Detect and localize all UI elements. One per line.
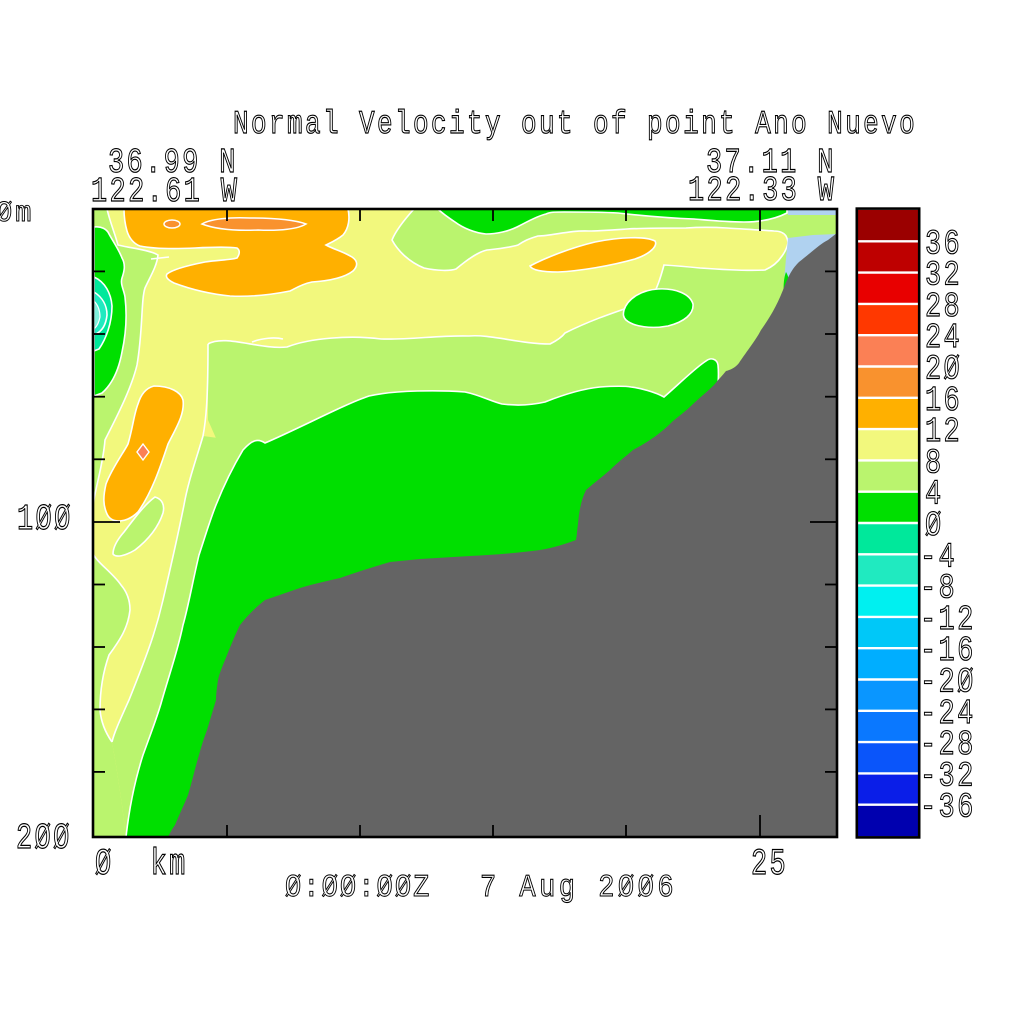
svg-text:-16: -16 <box>920 633 976 672</box>
svg-text:7 Aug 2ØØ6: 7 Aug 2ØØ6 <box>480 871 677 906</box>
svg-text:24: 24 <box>925 320 962 359</box>
svg-text:2Ø: 2Ø <box>925 351 962 390</box>
svg-text:-36: -36 <box>920 789 976 828</box>
svg-text:-4: -4 <box>920 539 957 578</box>
svg-text:36.99 N: 36.99 N <box>108 145 238 184</box>
svg-text:Normal Velocity out of point A: Normal Velocity out of point Ano Nuevo <box>233 105 917 143</box>
svg-text:37.11 N: 37.11 N <box>706 145 836 184</box>
svg-text:28: 28 <box>925 289 962 328</box>
svg-text:122.33 W: 122.33 W <box>688 173 836 212</box>
svg-text:1ØØ: 1ØØ <box>17 501 73 542</box>
svg-text:8: 8 <box>925 445 944 484</box>
svg-text:32: 32 <box>925 257 962 296</box>
svg-text:2ØØ: 2ØØ <box>16 820 72 861</box>
svg-text:Øm: Øm <box>0 198 34 230</box>
svg-text:16: 16 <box>925 383 962 422</box>
svg-text:12: 12 <box>925 414 962 453</box>
svg-text:-24: -24 <box>920 696 976 735</box>
svg-text:122.61 W: 122.61 W <box>91 174 239 213</box>
svg-text:Ø: Ø <box>925 508 944 547</box>
svg-text:-12: -12 <box>920 602 976 641</box>
svg-text:4: 4 <box>925 476 944 515</box>
svg-text:25: 25 <box>751 845 788 886</box>
svg-text:-28: -28 <box>920 727 976 766</box>
svg-text:36: 36 <box>925 226 962 265</box>
svg-text:Ø:ØØ:ØØZ: Ø:ØØ:ØØZ <box>285 871 431 906</box>
svg-text:-8: -8 <box>920 570 957 609</box>
svg-text:Ø km: Ø km <box>95 845 188 886</box>
svg-text:-2Ø: -2Ø <box>920 664 976 703</box>
svg-text:-32: -32 <box>920 758 976 797</box>
